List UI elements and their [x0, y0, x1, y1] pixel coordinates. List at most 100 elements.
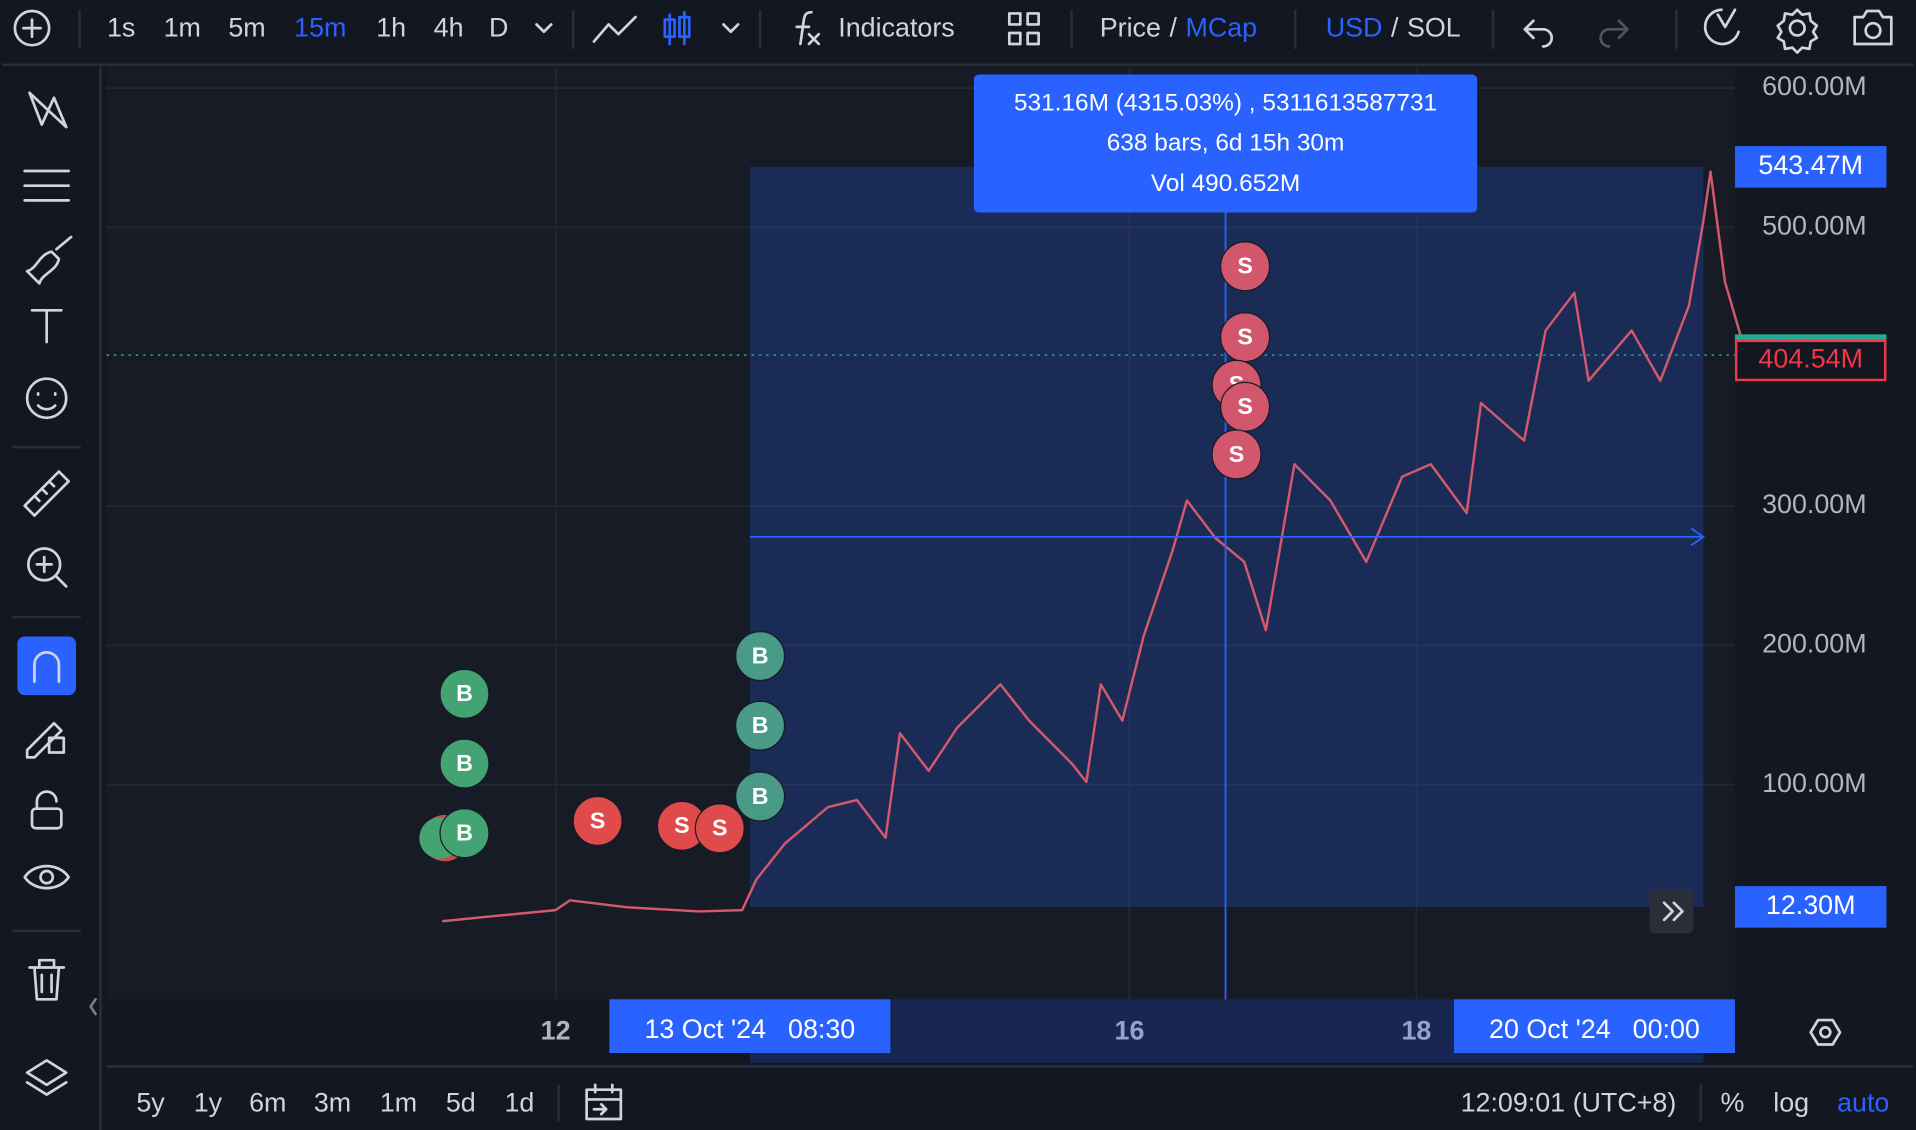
price-option[interactable]: Price: [1100, 12, 1161, 42]
range-button[interactable]: 3m: [314, 1087, 351, 1117]
chart-pane: [106, 67, 1735, 1000]
auto-toggle[interactable]: auto: [1837, 1087, 1889, 1117]
redo-icon[interactable]: [1599, 19, 1629, 48]
trend-tool[interactable]: [28, 91, 68, 129]
trade-marker-label: B: [752, 712, 769, 738]
clock[interactable]: 12:09:01 (UTC+8): [1461, 1087, 1677, 1117]
lock-tool[interactable]: [30, 807, 63, 830]
visibility-tool[interactable]: [23, 864, 71, 890]
camera-icon[interactable]: [1853, 9, 1893, 46]
axis-settings-dot: [1819, 1026, 1832, 1039]
timeframe-button[interactable]: 15m: [294, 12, 346, 42]
trade-marker[interactable]: [735, 630, 786, 682]
range-button[interactable]: 5d: [446, 1087, 476, 1117]
text-tool[interactable]: [30, 308, 63, 344]
brush-tool[interactable]: [25, 235, 73, 285]
trade-marker-label: S: [712, 815, 727, 841]
lock-shackle: [35, 790, 58, 811]
range-button[interactable]: 1d: [504, 1087, 534, 1117]
trade-marker-label: S: [1229, 441, 1244, 467]
trade-marker-label: S: [1237, 393, 1252, 419]
mcap-option[interactable]: MCap: [1185, 12, 1257, 42]
left-toolbar: [12, 91, 97, 1096]
trade-marker-label: S: [1237, 253, 1252, 279]
price-label-box: [1734, 146, 1887, 188]
trade-marker[interactable]: [439, 808, 490, 859]
goto-date[interactable]: [585, 1083, 623, 1121]
trade-marker[interactable]: [735, 771, 786, 822]
date-label: 13 Oct '24 08:30: [644, 1014, 855, 1044]
range-button[interactable]: 6m: [249, 1087, 286, 1117]
timeframe-button[interactable]: 4h: [434, 12, 464, 42]
price-label: 543.47M: [1758, 150, 1863, 180]
y-tick-label: 100.00M: [1762, 768, 1867, 798]
currency-toggle[interactable]: USD / SOL: [1326, 12, 1461, 42]
trade-marker[interactable]: [439, 738, 490, 789]
settings-icon[interactable]: [1776, 8, 1819, 54]
timeframe-button[interactable]: 1s: [107, 12, 135, 42]
magnet-tool-active[interactable]: [17, 636, 76, 696]
timeframe-button[interactable]: 1h: [376, 12, 406, 42]
timeframe-button[interactable]: D: [489, 12, 508, 42]
log-toggle[interactable]: log: [1773, 1087, 1809, 1117]
emoji-tool[interactable]: [25, 377, 68, 420]
x-tick-label: 18: [1401, 1015, 1431, 1045]
trade-marker[interactable]: [1220, 241, 1271, 292]
zoom-tool[interactable]: [27, 547, 62, 582]
add-icon[interactable]: [13, 9, 51, 47]
trade-marker[interactable]: [735, 700, 786, 751]
magnet-icon: [33, 651, 61, 684]
trade-marker[interactable]: [572, 795, 623, 846]
y-tick-label: 500.00M: [1762, 211, 1867, 241]
trade-marker[interactable]: [694, 803, 745, 854]
measure-arrowhead: [1690, 527, 1705, 547]
delete-tool[interactable]: [28, 958, 66, 1001]
timeframe-dropdown[interactable]: [535, 23, 553, 34]
line-chart-icon[interactable]: [592, 15, 637, 43]
visibility-pupil: [39, 869, 55, 885]
x-tick-label: 12: [541, 1015, 571, 1045]
trade-marker-label: B: [456, 680, 473, 706]
date-label-time: 00:00: [1633, 1014, 1700, 1044]
candle-icon[interactable]: [663, 10, 691, 46]
indicators-icon[interactable]: [795, 10, 821, 46]
camera-lens: [1864, 21, 1882, 40]
trade-marker[interactable]: [1211, 429, 1262, 480]
y-tick-label: 300.00M: [1762, 489, 1867, 519]
price-mcap-toggle[interactable]: Price / MCap: [1100, 12, 1257, 42]
undo-icon[interactable]: [1523, 19, 1554, 48]
price-label-box: [1734, 339, 1887, 382]
object-tree[interactable]: [25, 1059, 68, 1096]
price-label-box: [1734, 886, 1887, 928]
range-button[interactable]: 5y: [136, 1087, 165, 1117]
range-button[interactable]: 1y: [194, 1087, 223, 1117]
alert-icon[interactable]: [1703, 8, 1740, 46]
zoom-glyph: [35, 555, 68, 588]
percent-toggle[interactable]: %: [1721, 1087, 1745, 1117]
date-label-box: [609, 999, 891, 1054]
price-label: 404.54M: [1758, 344, 1863, 374]
collapse-sidebar[interactable]: [89, 997, 97, 1016]
trade-marker[interactable]: [439, 668, 490, 719]
sol-option[interactable]: SOL: [1407, 12, 1461, 42]
lock-draw-tool[interactable]: [25, 721, 66, 759]
layout-icon[interactable]: [1007, 12, 1040, 46]
date-label-time: 08:30: [788, 1014, 855, 1044]
timeframe-button[interactable]: 5m: [228, 12, 265, 42]
usd-option[interactable]: USD: [1326, 12, 1383, 42]
range-button[interactable]: 1m: [380, 1087, 417, 1117]
ruler-tool[interactable]: [23, 470, 71, 517]
date-label-box: [1453, 999, 1735, 1054]
axis-settings[interactable]: [1809, 1018, 1842, 1046]
price-line: [442, 170, 1748, 923]
timeframe-button[interactable]: 1m: [164, 12, 201, 42]
indicators-button[interactable]: Indicators: [838, 12, 954, 42]
fib-tool[interactable]: [23, 169, 71, 202]
bottom-bar: 5y 1y 6m 3m 1m 5d 1d 12:09:01 (UTC+8) % log au…: [136, 1083, 1889, 1122]
x-tick-label: 16: [1115, 1015, 1145, 1045]
chart-type-dropdown[interactable]: [722, 23, 740, 34]
trade-marker-label: B: [456, 819, 473, 845]
y-tick-label: 600.00M: [1762, 71, 1867, 101]
scroll-icon: [1662, 901, 1684, 922]
